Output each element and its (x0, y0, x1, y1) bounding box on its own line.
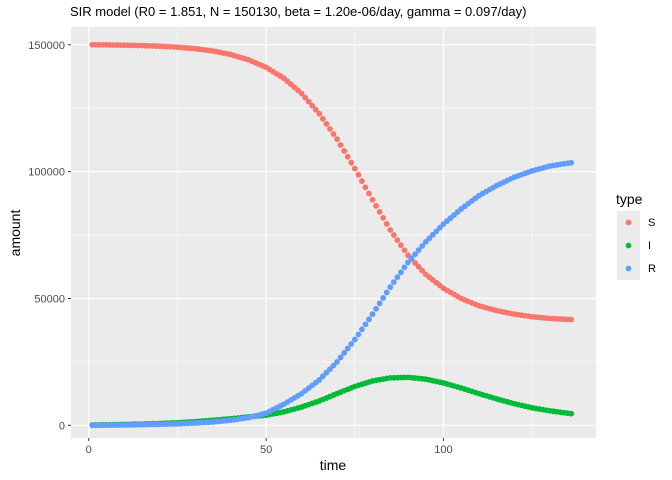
point-S (401, 247, 408, 254)
point-R (422, 238, 429, 245)
point-R (330, 362, 337, 369)
y-tick-label: 100000 (28, 167, 65, 179)
legend-label-S: S (648, 217, 655, 229)
point-S (327, 126, 333, 132)
point-S (376, 208, 383, 215)
point-R (412, 251, 418, 258)
point-S (568, 316, 575, 323)
point-R (366, 316, 372, 323)
point-S (348, 159, 355, 166)
point-S (373, 202, 379, 209)
point-S (358, 178, 365, 184)
point-R (419, 243, 426, 249)
point-S (380, 214, 387, 221)
plot-panel (71, 27, 596, 438)
x-tick-label: 50 (260, 444, 272, 456)
point-R (390, 279, 397, 286)
point-R (437, 224, 443, 231)
legend-title: type (616, 191, 643, 207)
point-S (419, 267, 426, 274)
point-R (334, 358, 340, 365)
chart-title: SIR model (R0 = 1.851, N = 150130, beta … (70, 4, 527, 19)
point-S (369, 196, 376, 203)
series-S (89, 41, 575, 323)
legend-key-R (625, 265, 632, 272)
y-tick-label: 150000 (28, 40, 65, 52)
point-R (355, 331, 362, 338)
point-S (316, 110, 323, 117)
legend-key-S (625, 219, 632, 226)
point-S (412, 260, 418, 266)
point-R (341, 350, 348, 356)
point-S (341, 148, 348, 154)
point-S (387, 227, 394, 233)
point-R (348, 341, 355, 347)
point-I (568, 410, 575, 417)
point-R (415, 247, 422, 254)
point-S (397, 242, 404, 249)
point-R (316, 377, 323, 383)
point-S (298, 90, 305, 97)
legend-label-I: I (648, 240, 651, 252)
point-S (383, 221, 390, 227)
point-S (302, 94, 309, 101)
point-R (337, 354, 344, 361)
point-R (568, 159, 575, 166)
point-R (387, 284, 394, 290)
x-axis-title: time (320, 457, 347, 473)
point-R (358, 326, 365, 333)
point-S (366, 190, 372, 197)
legend: type SIR (616, 191, 656, 280)
point-R (401, 264, 408, 271)
point-S (305, 98, 312, 105)
point-S (330, 131, 337, 137)
series-R (89, 159, 575, 429)
legend-label-R: R (648, 263, 656, 275)
point-R (394, 274, 401, 281)
x-tick-label: 0 (86, 444, 92, 456)
point-S (394, 237, 401, 244)
point-R (319, 373, 326, 380)
y-axis-title: amount (7, 210, 23, 257)
point-S (309, 102, 316, 109)
point-R (373, 305, 379, 312)
point-R (380, 295, 387, 301)
point-R (323, 369, 330, 376)
point-R (429, 231, 436, 238)
point-R (408, 255, 415, 262)
point-S (337, 142, 344, 148)
point-R (369, 311, 376, 318)
point-S (362, 184, 369, 191)
point-S (390, 232, 397, 238)
point-S (323, 121, 330, 127)
legend-key-I (625, 242, 632, 249)
point-S (415, 263, 422, 270)
point-R (351, 336, 358, 343)
point-R (433, 228, 440, 235)
point-S (344, 153, 351, 160)
y-tick-label: 50000 (34, 293, 65, 305)
point-S (355, 171, 362, 178)
y-tick-label: 0 (59, 420, 65, 432)
point-S (319, 115, 326, 122)
point-R (383, 289, 390, 296)
x-tick-label: 100 (434, 444, 452, 456)
point-S (351, 165, 358, 172)
point-S (312, 106, 319, 113)
point-R (397, 269, 404, 276)
point-R (376, 300, 383, 307)
point-R (362, 321, 369, 328)
point-R (405, 259, 411, 266)
point-S (334, 136, 340, 143)
point-R (327, 366, 333, 372)
point-R (426, 235, 433, 242)
point-R (344, 345, 351, 352)
